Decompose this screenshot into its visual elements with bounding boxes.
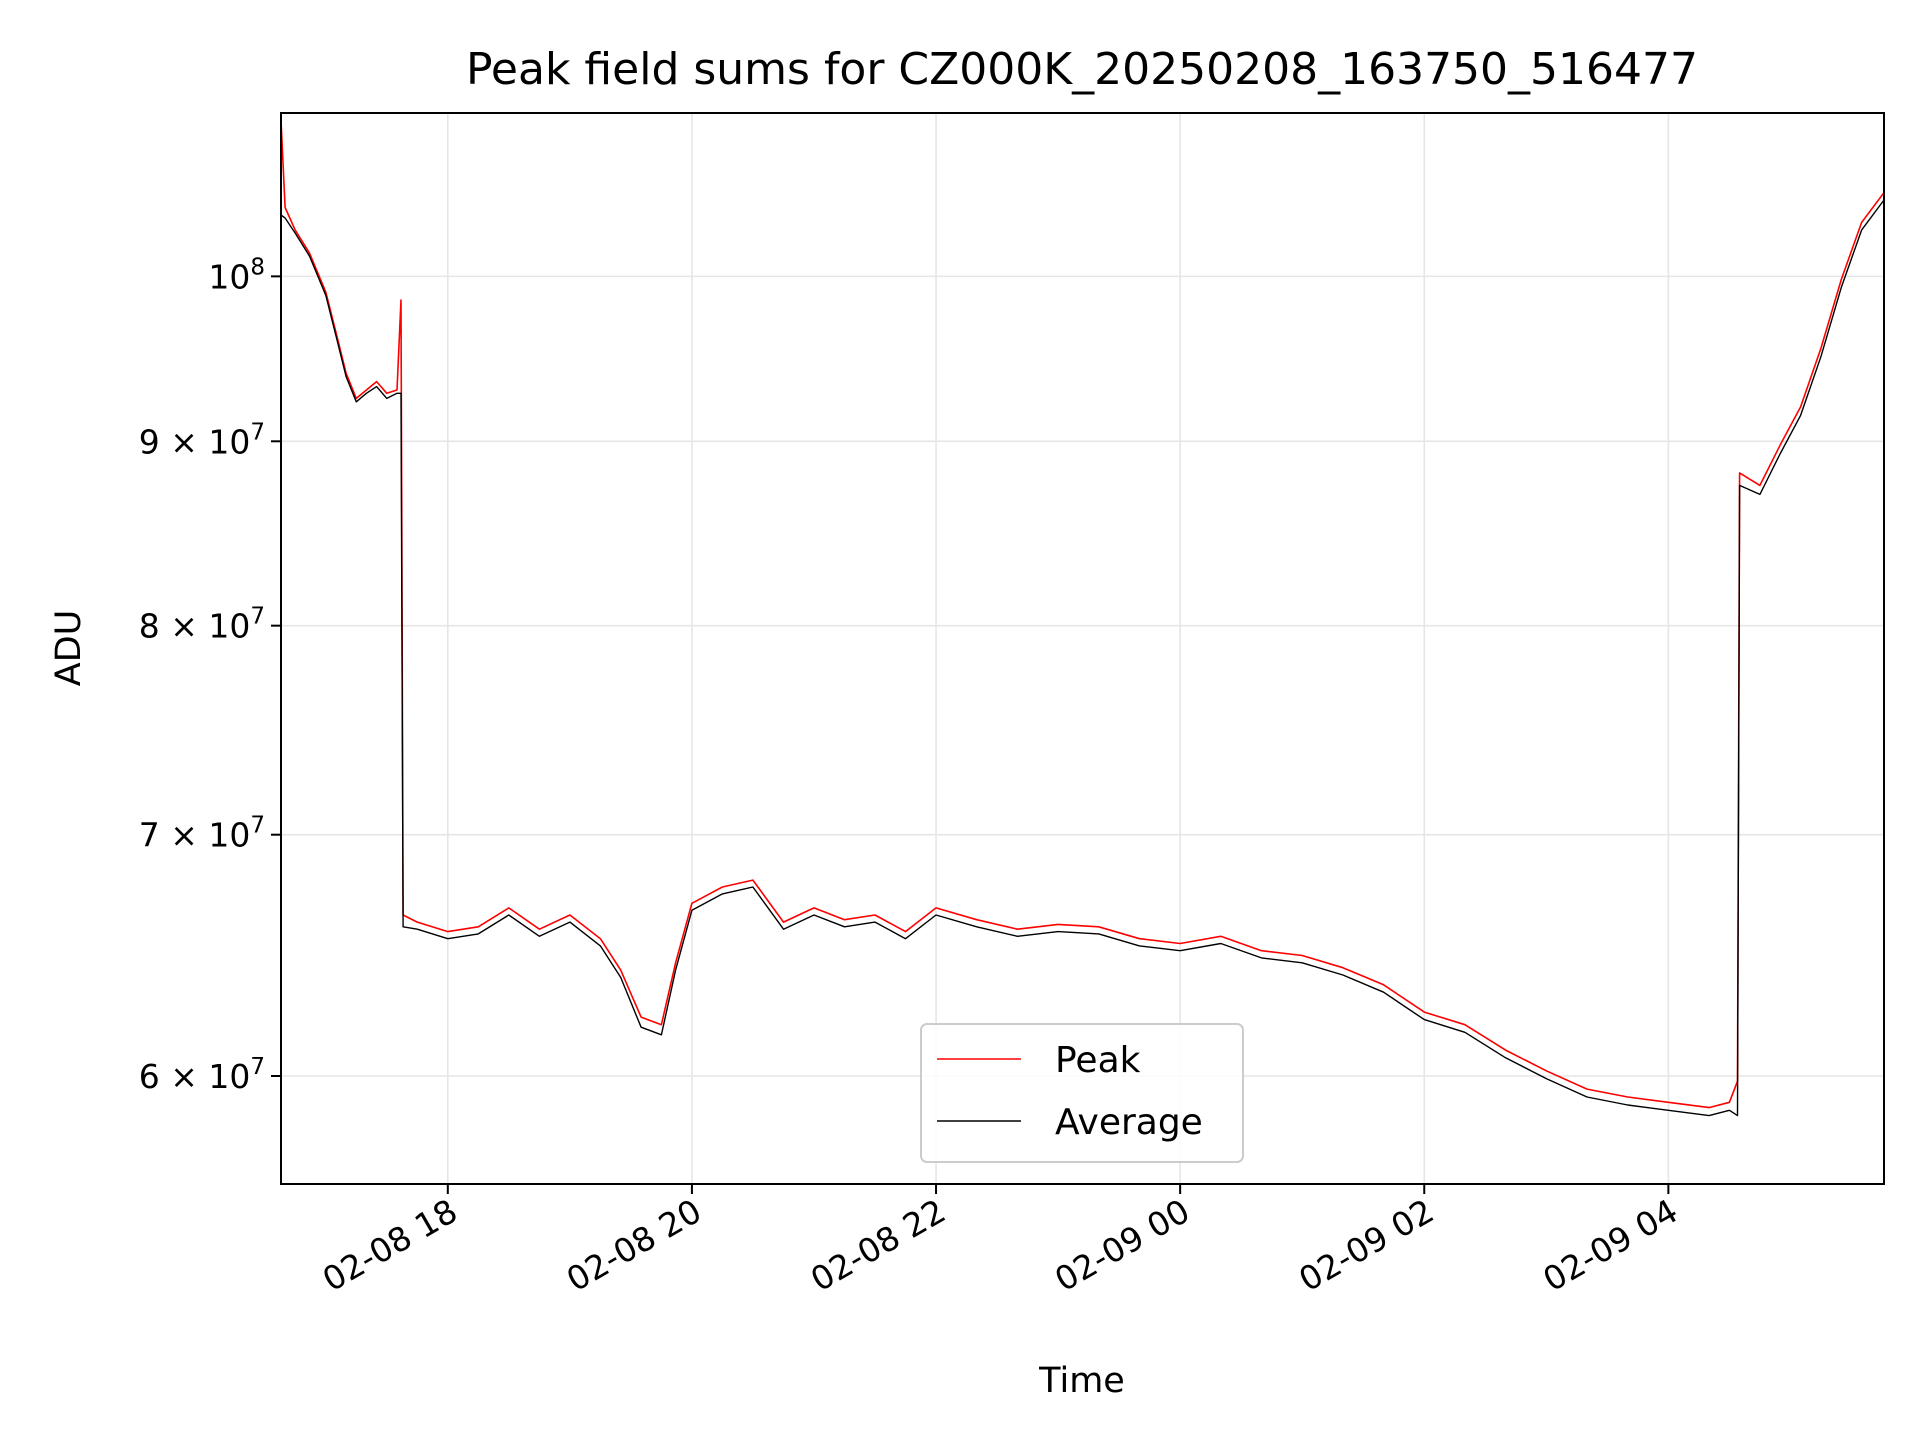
- y-tick-exponent: 7: [250, 813, 265, 839]
- y-tick-mantissa: 7 ×: [139, 816, 209, 855]
- y-tick-exponent: 8: [250, 254, 265, 280]
- series-line-peak: [281, 120, 1884, 1109]
- y-tick-exponent: 7: [250, 1054, 265, 1080]
- y-tick-base: 10: [208, 422, 250, 461]
- y-tick-mantissa: 8 ×: [139, 607, 209, 646]
- y-tick-label: 7 × 107: [139, 813, 265, 855]
- y-tick-label: 108: [208, 254, 265, 296]
- legend-label-average: Average: [1055, 1102, 1203, 1143]
- plot-frame: [280, 112, 1885, 1185]
- legend: Peak Average: [920, 1023, 1244, 1163]
- y-tick-exponent: 7: [250, 419, 265, 445]
- y-tick-base: 10: [208, 257, 250, 296]
- y-tick-mantissa: 9 ×: [139, 422, 209, 461]
- y-axis-title: ADU: [49, 610, 89, 687]
- y-tick-label: 8 × 107: [139, 604, 265, 646]
- grid: [281, 113, 1884, 1184]
- y-tick-base: 10: [208, 607, 250, 646]
- y-tick-label: 9 × 107: [139, 419, 265, 461]
- y-tick-exponent: 7: [250, 604, 265, 630]
- y-tick-base: 10: [208, 816, 250, 855]
- y-tick-label: 6 × 107: [139, 1054, 265, 1096]
- x-axis-title: Time: [1038, 1361, 1125, 1401]
- series-group: [281, 120, 1884, 1117]
- y-tick-base: 10: [208, 1057, 250, 1096]
- series-line-average: [281, 199, 1884, 1117]
- legend-label-peak: Peak: [1055, 1040, 1141, 1081]
- chart-title: Peak field sums for CZ000K_20250208_1637…: [466, 44, 1698, 95]
- y-tick-mantissa: 6 ×: [139, 1057, 209, 1096]
